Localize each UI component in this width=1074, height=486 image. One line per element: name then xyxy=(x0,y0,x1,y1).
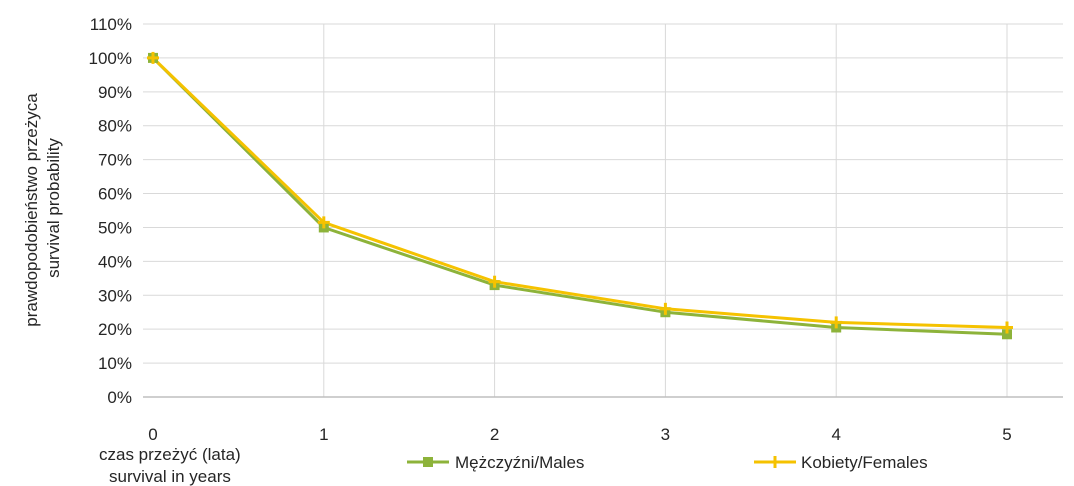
x-tick-label: 5 xyxy=(1002,425,1011,444)
data-point xyxy=(488,275,501,288)
x-tick-label: 4 xyxy=(831,425,840,444)
legend-item-females: Kobiety/Females xyxy=(754,453,928,472)
series-markers xyxy=(147,51,1013,340)
data-point xyxy=(1002,329,1012,340)
series-lines xyxy=(151,56,1008,336)
y-tick-label: 80% xyxy=(98,117,132,136)
x-tick-labels: 0 1 2 3 4 5 xyxy=(148,425,1011,444)
x-tick-label: 3 xyxy=(661,425,670,444)
y-tick-labels: 0% 10% 20% 30% 40% 50% 60% 70% 80% 90% 100% 110% xyxy=(89,15,132,407)
y-tick-label: 40% xyxy=(98,252,132,271)
y-axis-title-line-1: prawdopodobieństwo przeżyca xyxy=(22,93,41,327)
y-tick-label: 60% xyxy=(98,185,132,204)
legend-item-males: Mężczyźni/Males xyxy=(407,453,584,472)
y-tick-label: 10% xyxy=(98,354,132,373)
x-tick-label: 1 xyxy=(319,425,328,444)
data-point xyxy=(147,51,159,64)
y-tick-label: 90% xyxy=(98,83,132,102)
series-line-1 xyxy=(151,56,1008,329)
legend-marker-males xyxy=(423,457,433,467)
x-axis-title-line-1: czas przeżyć (lata) xyxy=(99,445,241,464)
y-gridlines xyxy=(143,23,1063,364)
legend-label-females: Kobiety/Females xyxy=(801,453,928,472)
data-point xyxy=(659,302,672,315)
x-tick-label: 2 xyxy=(490,425,499,444)
x-axis-title-line-2: survival in years xyxy=(109,467,231,486)
x-tick-label: 0 xyxy=(148,425,157,444)
data-point xyxy=(317,216,330,229)
y-tick-label: 110% xyxy=(90,15,132,34)
legend: Mężczyźni/Males Kobiety/Females xyxy=(407,453,928,472)
series-line-0 xyxy=(151,56,1008,336)
data-point xyxy=(1001,321,1013,334)
data-point xyxy=(830,316,843,329)
legend-label-males: Mężczyźni/Males xyxy=(455,453,584,472)
y-tick-label: 20% xyxy=(98,320,132,339)
y-tick-label: 70% xyxy=(98,151,132,170)
y-tick-label: 100% xyxy=(89,49,132,68)
y-axis-title-line-2: survival probability xyxy=(44,138,63,278)
y-tick-label: 30% xyxy=(98,286,132,305)
y-tick-label: 0% xyxy=(107,388,132,407)
y-tick-label: 50% xyxy=(98,218,132,237)
x-gridlines xyxy=(323,24,1008,397)
